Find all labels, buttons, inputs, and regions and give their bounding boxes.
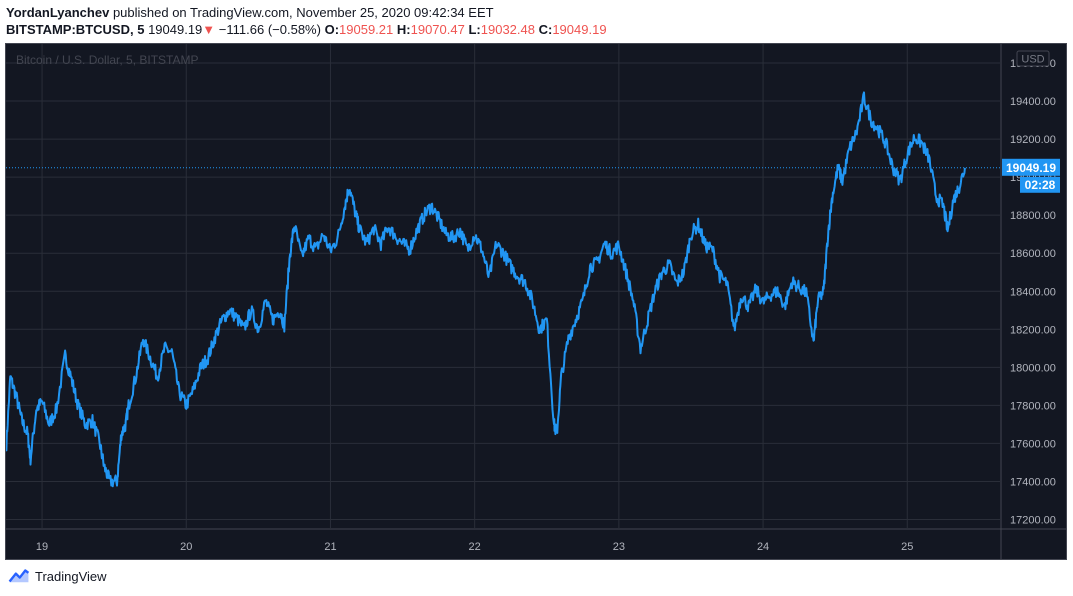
y-tick-label: 18800.00	[1010, 210, 1056, 222]
close-value: 19049.19	[552, 22, 607, 37]
countdown-tag	[1020, 176, 1060, 193]
grid-lines	[6, 44, 1066, 559]
chart-title: Bitcoin / U.S. Dollar, 5, BITSTAMP	[16, 53, 199, 67]
x-tick-label: 25	[901, 541, 913, 553]
y-tick-label: 18400.00	[1010, 286, 1056, 298]
price-change: −111.66 (−0.58%)	[218, 22, 321, 37]
symbol-label: BITSTAMP:BTCUSD, 5	[6, 22, 145, 37]
y-tick-label: 17600.00	[1010, 438, 1056, 450]
x-tick-label: 19	[36, 541, 48, 553]
y-tick-label: 18200.00	[1010, 324, 1056, 336]
countdown-tag-text: 02:28	[1025, 178, 1056, 192]
tradingview-logo-icon	[8, 569, 30, 583]
y-tick-label: 17400.00	[1010, 476, 1056, 488]
y-tick-label: 17800.00	[1010, 400, 1056, 412]
price-chart[interactable]: Bitcoin / U.S. Dollar, 5, BITSTAMP 17200…	[6, 44, 1066, 559]
high-value: 19070.47	[410, 22, 465, 37]
low-value: 19032.48	[480, 22, 535, 37]
x-tick-label: 22	[469, 541, 481, 553]
last-price-tag-text: 19049.19	[1006, 161, 1056, 175]
y-tick-label: 18600.00	[1010, 248, 1056, 260]
close-label: C:	[538, 22, 553, 37]
x-tick-label: 20	[180, 541, 192, 553]
y-tick-label: 19400.00	[1010, 96, 1056, 108]
y-tick-label: 18000.00	[1010, 362, 1056, 374]
currency-badge[interactable]: USD	[1016, 50, 1050, 67]
open-value: 19059.21	[339, 22, 394, 37]
price-line	[6, 91, 966, 488]
publish-info: YordanLyanchev published on TradingView.…	[6, 5, 494, 21]
y-tick-label: 17200.00	[1010, 514, 1056, 526]
last-price-marker: 19049.19 02:28	[6, 158, 1060, 193]
open-label: O:	[324, 22, 340, 37]
high-label: H:	[396, 22, 411, 37]
ohlc-line: BITSTAMP:BTCUSD, 5 19049.19▼ −111.66 (−0…	[6, 22, 607, 38]
series-group	[6, 91, 966, 488]
last-price: 19049.19	[148, 22, 203, 37]
chart-pane[interactable]: Bitcoin / U.S. Dollar, 5, BITSTAMP 17200…	[5, 43, 1067, 560]
author-name[interactable]: YordanLyanchev	[6, 5, 110, 20]
brand-name: TradingView	[35, 568, 107, 584]
footer-brand[interactable]: TradingView	[8, 568, 107, 584]
y-tick-label: 19200.00	[1010, 134, 1056, 146]
last-price-tag	[1002, 158, 1060, 176]
low-label: L:	[468, 22, 481, 37]
x-tick-label: 21	[324, 541, 336, 553]
published-text: published on TradingView.com, November 2…	[112, 5, 494, 20]
down-arrow-icon: ▼	[202, 22, 216, 37]
x-tick-label: 24	[757, 541, 769, 553]
time-axis[interactable]: 19 20 21 22 23 24 25	[36, 541, 913, 553]
x-tick-label: 23	[613, 541, 625, 553]
currency-label: USD	[1021, 54, 1044, 66]
